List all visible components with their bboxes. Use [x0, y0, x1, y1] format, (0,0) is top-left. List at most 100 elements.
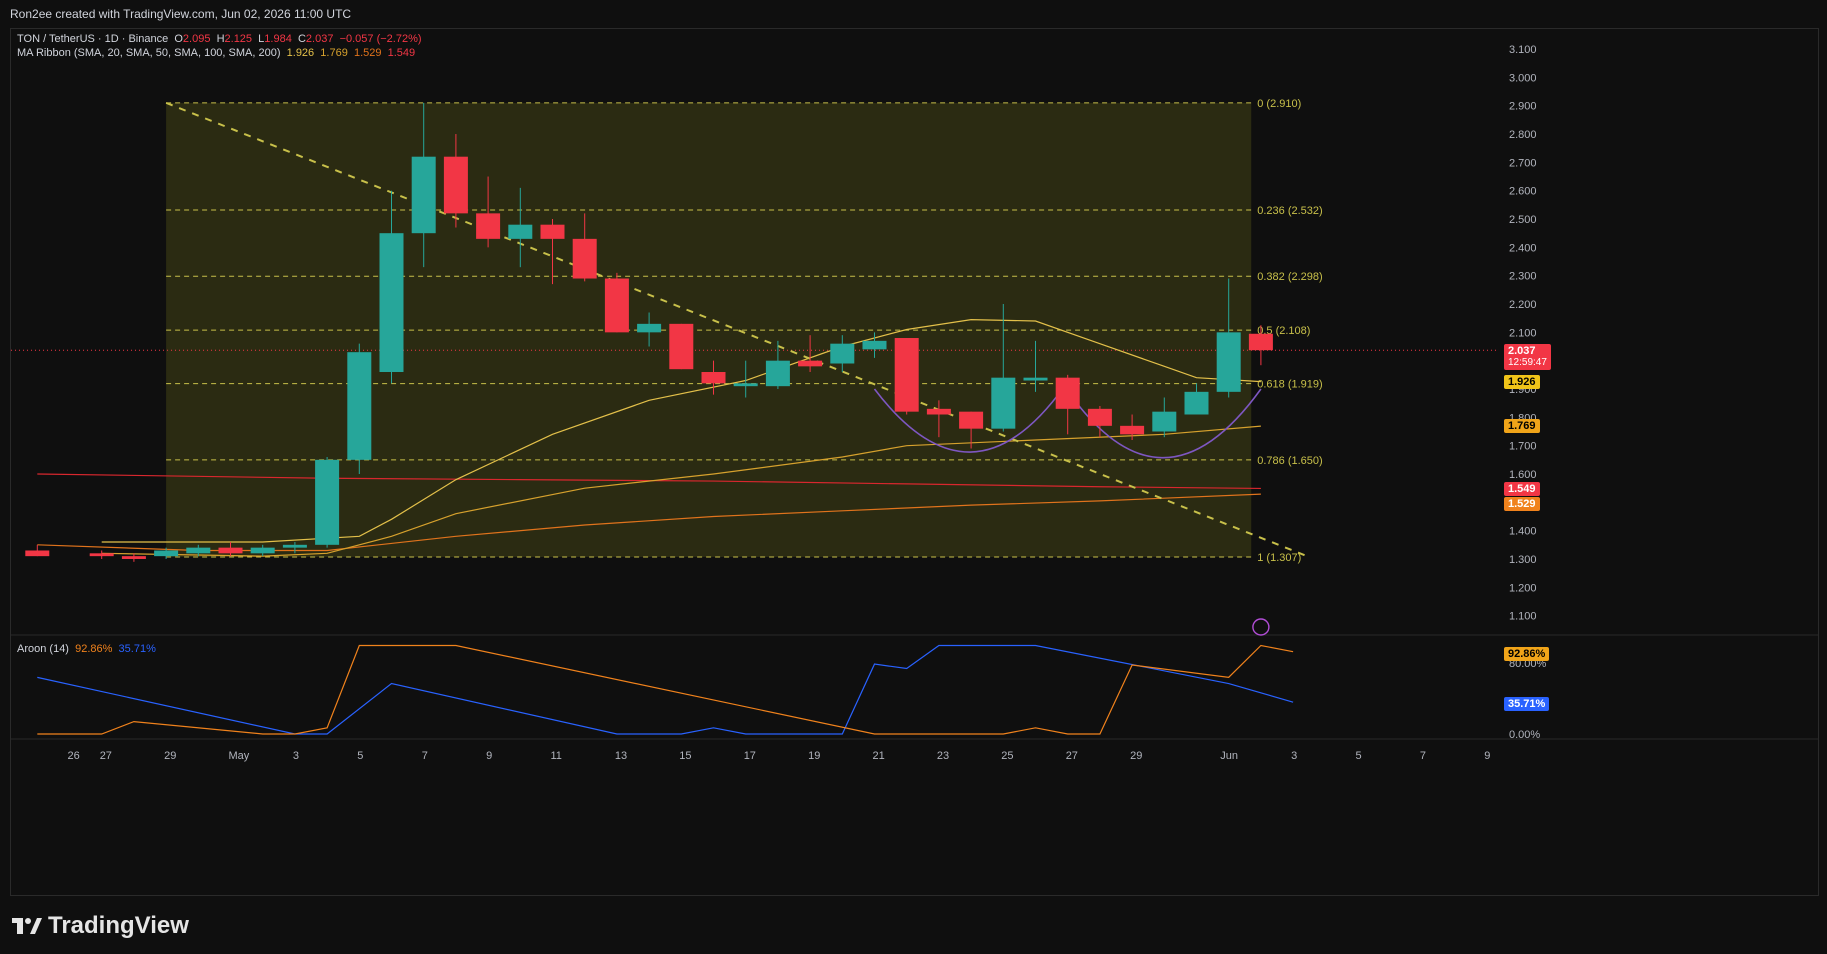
candle-down — [25, 550, 50, 557]
candle-down — [443, 156, 468, 214]
aroon-down-line — [37, 644, 1294, 735]
ma50-value: 1.769 — [320, 47, 348, 59]
ma200-value: 1.549 — [387, 47, 416, 59]
fib-level-label: 0.786 (1.650) — [1257, 455, 1322, 467]
candle-up — [991, 377, 1016, 429]
last-price-chip: 2.037 12:59:47 — [1504, 344, 1551, 370]
time-tick-label: 17 — [744, 750, 756, 762]
price-tick-label: 2.400 — [1509, 242, 1537, 254]
time-tick-label: 5 — [1356, 750, 1362, 762]
time-tick-label: 25 — [1001, 750, 1013, 762]
ma100-value: 1.529 — [353, 47, 382, 59]
price-tick-label: 2.300 — [1509, 271, 1537, 283]
candle-down — [669, 323, 694, 370]
open-label: O — [174, 33, 183, 45]
time-tick-label: 11 — [551, 750, 562, 762]
close-label: C — [297, 33, 306, 45]
price-tick-label: 2.700 — [1509, 157, 1537, 169]
candle-up — [1184, 391, 1209, 415]
time-tick-label: 3 — [1291, 750, 1297, 762]
time-tick-label: 29 — [164, 750, 176, 762]
candle-up — [508, 224, 533, 239]
time-tick-label: 9 — [486, 750, 492, 762]
price-tick-label: 1.600 — [1509, 469, 1537, 481]
sma50-line — [101, 425, 1261, 557]
aroon-legend: Aroon (14) 92.86% 35.71% — [17, 643, 156, 655]
price-tick-label: 2.800 — [1509, 129, 1537, 141]
price-chart[interactable]: 0 (2.910)0.236 (2.532)0.382 (2.298)0.5 (… — [11, 29, 1818, 895]
low-value: 1.984 — [264, 33, 292, 45]
footer: TradingView — [0, 898, 1827, 954]
sma100-chip: 1.529 — [1504, 497, 1540, 511]
aroon-up-chip: 92.86% — [1504, 647, 1550, 661]
aroon-up-line — [37, 644, 1294, 735]
fib-level-label: 0.618 (1.919) — [1257, 379, 1322, 391]
last-price-value: 2.037 — [1508, 345, 1536, 357]
candle-down — [1248, 333, 1273, 351]
candle-down — [1120, 425, 1145, 435]
tradingview-brand: TradingView — [48, 912, 189, 939]
sma20-chip: 1.926 — [1504, 375, 1540, 389]
time-tick-label: Jun — [1220, 750, 1238, 762]
time-tick-label: 23 — [937, 750, 949, 762]
descending-trendline — [165, 101, 1310, 558]
fib-level-label: 1 (1.307) — [1257, 552, 1301, 564]
alert-icon — [1252, 618, 1270, 636]
candle-down — [959, 411, 984, 429]
candle-down — [1055, 377, 1080, 409]
aroon-tick-label: 80.00% — [1509, 658, 1547, 670]
low-label: L — [258, 33, 265, 45]
price-tick-label: 1.200 — [1509, 582, 1537, 594]
top-credit-bar: Ron2ee created with TradingView.com, Jun… — [0, 0, 1827, 26]
fib-level-label: 0 (2.910) — [1257, 98, 1301, 110]
fib-level-label: 0.236 (2.532) — [1257, 205, 1322, 217]
time-tick-label: 3 — [293, 750, 299, 762]
price-tick-label: 2.200 — [1509, 299, 1537, 311]
time-tick-label: 27 — [1066, 750, 1078, 762]
candle-down — [540, 224, 565, 239]
change-value: −0.057 (−2.72%) — [339, 33, 422, 45]
aroon-label: Aroon (14) — [17, 643, 69, 655]
time-tick-label: 19 — [808, 750, 820, 762]
time-tick-label: 26 — [68, 750, 80, 762]
candle-down — [89, 553, 114, 557]
candle-up — [637, 323, 662, 333]
fib-level-label: 0.382 (2.298) — [1257, 271, 1322, 283]
time-tick-label: May — [229, 750, 250, 762]
candle-up — [733, 383, 758, 387]
candle-up — [186, 547, 211, 554]
candle-down — [121, 556, 146, 559]
high-value: 2.125 — [224, 33, 253, 45]
candle-down — [476, 213, 501, 239]
sma200-chip: 1.549 — [1504, 482, 1540, 496]
time-tick-label: 21 — [873, 750, 885, 762]
open-value: 2.095 — [182, 33, 211, 45]
candle-up — [1216, 332, 1241, 392]
ma-ribbon-legend: MA Ribbon (SMA, 20, SMA, 50, SMA, 100, S… — [17, 47, 415, 59]
time-tick-label: 9 — [1484, 750, 1490, 762]
time-tick-label: 7 — [422, 750, 428, 762]
time-tick-label: 5 — [357, 750, 363, 762]
aroon-down-value: 35.71% — [118, 643, 156, 655]
time-tick-label: 7 — [1420, 750, 1426, 762]
aroon-down-chip: 35.71% — [1504, 697, 1550, 711]
candle-up — [1152, 411, 1177, 432]
price-tick-label: 2.900 — [1509, 101, 1537, 113]
candle-up — [347, 352, 372, 460]
price-tick-label: 1.700 — [1509, 441, 1537, 453]
candle-up — [379, 233, 404, 373]
sma20-line — [101, 318, 1261, 543]
time-tick-label: 29 — [1130, 750, 1142, 762]
aroon-up-value: 92.86% — [75, 643, 113, 655]
candle-down — [218, 547, 243, 554]
candle-down — [1087, 408, 1112, 426]
price-tick-label: 1.300 — [1509, 554, 1537, 566]
sma50-chip: 1.769 — [1504, 419, 1540, 433]
close-value: 2.037 — [305, 33, 334, 45]
time-tick-label: 27 — [100, 750, 112, 762]
candle-up — [250, 547, 275, 554]
candle-down — [572, 238, 597, 279]
chart-panel[interactable]: 0 (2.910) 0.236 (2.532) 0.382 (2.298) 0.5 (… — [10, 28, 1819, 896]
tradingview-logo[interactable]: TradingView — [12, 912, 189, 940]
candle-down — [798, 360, 823, 367]
